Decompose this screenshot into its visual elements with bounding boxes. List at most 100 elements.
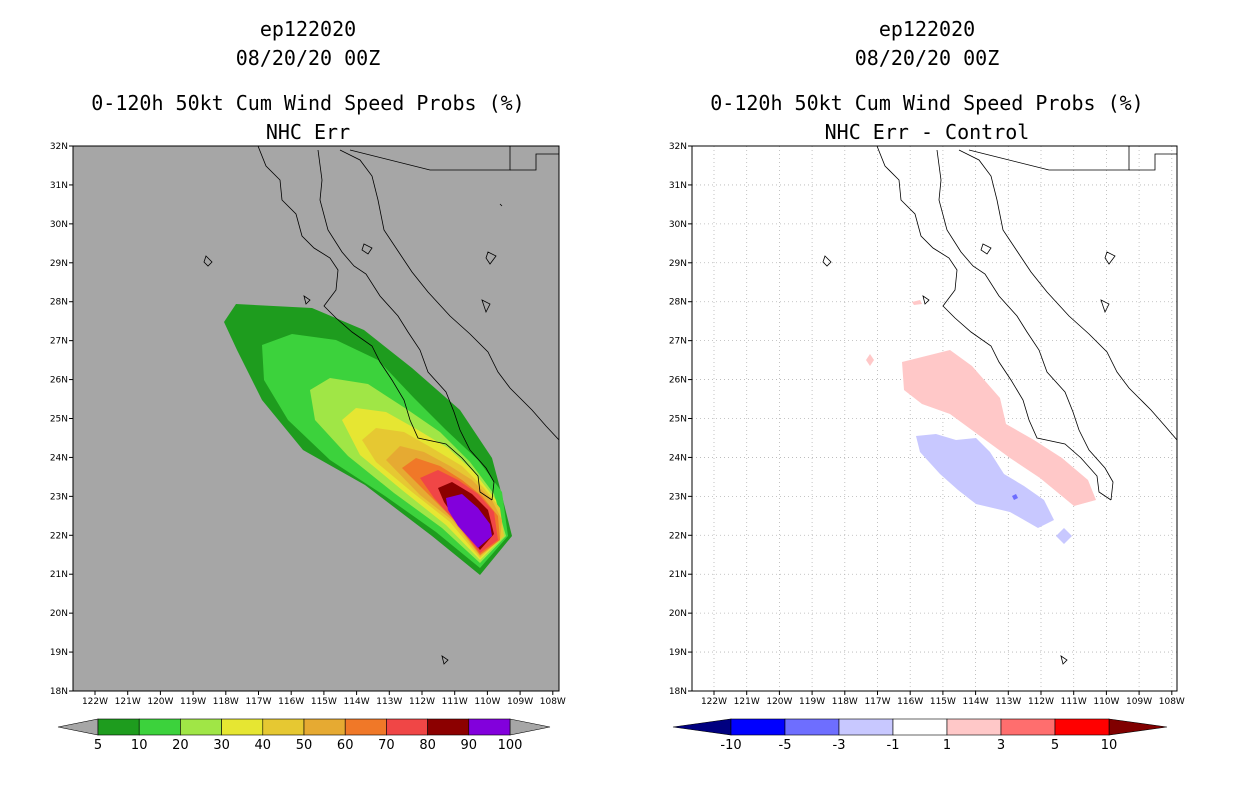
right-lat-labels: 18N 19N 20N 21N 22N 23N 24N 25N 26N 27N 28N 29N 30N 3… (669, 142, 692, 697)
diff-negative-spot-1 (1056, 528, 1072, 544)
left-title-subtitle: NHC Err (265, 120, 351, 144)
lon-label-122W: 122W (82, 697, 108, 707)
left-title-storm: ep122020 (259, 17, 357, 41)
lat-label-31N: 31N (50, 181, 68, 191)
right-colorbar: -10 -5 -3 -1 1 3 5 10 (672, 718, 1168, 753)
island-3 (485, 251, 497, 265)
lon-label-118W: 118W (832, 697, 858, 707)
lat-label-27N: 27N (50, 337, 68, 347)
colorbar-label--3: -3 (833, 738, 846, 753)
island-4 (303, 295, 311, 305)
lat-label-23N: 23N (669, 492, 687, 502)
lon-label-116W: 116W (278, 697, 304, 707)
colorbar-segment-5 (1000, 718, 1056, 736)
right-gridlines (692, 146, 1177, 691)
left-probability-field (224, 304, 512, 575)
lat-label-21N: 21N (50, 570, 68, 580)
diff-positive-spot-1 (866, 354, 874, 366)
colorbar-above-triangle (1108, 718, 1168, 736)
lon-label-115W: 115W (930, 697, 956, 707)
right-difference-field (866, 300, 1096, 544)
left-title-product: 0-120h 50kt Cum Wind Speed Probs (%) (91, 91, 525, 115)
island-2 (980, 243, 992, 255)
lat-label-29N: 29N (50, 259, 68, 269)
lon-label-114W: 114W (344, 697, 370, 707)
lat-label-24N: 24N (669, 453, 687, 463)
colorbar-label-60: 60 (337, 738, 354, 753)
left-title-date: 08/20/20 00Z (235, 46, 381, 70)
baja-west-coast (876, 146, 1112, 501)
colorbar-segment-2 (838, 718, 894, 736)
lon-label-111W: 111W (442, 697, 468, 707)
lon-label-108W: 108W (1159, 697, 1185, 707)
colorbar-segment-1 (784, 718, 840, 736)
lon-label-118W: 118W (213, 697, 239, 707)
lon-label-122W: 122W (701, 697, 727, 707)
lon-label-116W: 116W (897, 697, 923, 707)
colorbar-label-40: 40 (255, 738, 272, 753)
island-3 (1104, 251, 1116, 265)
lat-label-22N: 22N (669, 531, 687, 541)
lat-label-20N: 20N (669, 609, 687, 619)
lat-label-32N: 32N (669, 142, 687, 152)
colorbar-below-triangle (672, 718, 732, 736)
island-1 (822, 255, 832, 267)
lat-label-25N: 25N (50, 415, 68, 425)
lat-label-20N: 20N (50, 609, 68, 619)
colorbar-label-80: 80 (419, 738, 436, 753)
baja-east-coast (936, 149, 1114, 501)
colorbar-label--1: -1 (887, 738, 900, 753)
lon-label-108W: 108W (540, 697, 566, 707)
colorbar-label--10: -10 (720, 738, 741, 753)
colorbar-segment-4 (946, 718, 1002, 736)
lon-label-111W: 111W (1061, 697, 1087, 707)
lon-label-112W: 112W (1028, 697, 1054, 707)
colorbar-label-10: 10 (131, 738, 148, 753)
lat-label-32N: 32N (50, 142, 68, 152)
island-1 (203, 255, 213, 267)
us-mexico-border (968, 146, 1130, 171)
lat-label-25N: 25N (669, 415, 687, 425)
lon-label-115W: 115W (311, 697, 337, 707)
mainland-coast (339, 149, 559, 441)
colorbar-label-70: 70 (378, 738, 395, 753)
diff-positive-spot-2 (912, 300, 922, 305)
lon-label-117W: 117W (864, 697, 890, 707)
lon-label-117W: 117W (245, 697, 271, 707)
us-mexico-border (349, 146, 511, 171)
lon-label-120W: 120W (766, 697, 792, 707)
left-lat-labels: 18N 19N 20N 21N 22N 23N 24N 25N 26N 27N 28N 29N 30N 3… (50, 142, 73, 697)
colorbar-label-1: 1 (943, 738, 951, 753)
lat-label-21N: 21N (669, 570, 687, 580)
island-2 (361, 243, 373, 255)
lat-label-19N: 19N (50, 648, 68, 658)
lon-label-113W: 113W (995, 697, 1021, 707)
diff-negative-region (916, 434, 1054, 528)
colorbar-label-100: 100 (498, 738, 523, 753)
lon-label-114W: 114W (963, 697, 989, 707)
colorbar-label-20: 20 (172, 738, 189, 753)
baja-west-coast (257, 146, 493, 501)
lon-label-121W: 121W (115, 697, 141, 707)
colorbar-label-90: 90 (461, 738, 478, 753)
lat-label-29N: 29N (669, 259, 687, 269)
lon-label-109W: 109W (1126, 697, 1152, 707)
island-5 (1100, 299, 1110, 314)
arizona-border (1129, 153, 1177, 171)
lon-label-112W: 112W (409, 697, 435, 707)
lon-label-119W: 119W (799, 697, 825, 707)
left-colorbar: 5 10 20 30 40 50 60 70 80 90 100 (57, 718, 551, 753)
colorbar-segment-3 (892, 718, 948, 736)
colorbar-segment-6 (1054, 718, 1110, 736)
prob-contour-90 (446, 494, 492, 548)
left-lon-labels: 122W 121W 120W 119W 118W 117W 116W 115W 114W 113W… (82, 691, 566, 707)
baja-east-coast (317, 149, 495, 501)
left-coastlines (203, 146, 559, 665)
lat-label-23N: 23N (50, 492, 68, 502)
right-title-subtitle: NHC Err - Control (824, 120, 1030, 144)
lat-label-31N: 31N (669, 181, 687, 191)
lat-label-24N: 24N (50, 453, 68, 463)
lat-label-28N: 28N (50, 298, 68, 308)
